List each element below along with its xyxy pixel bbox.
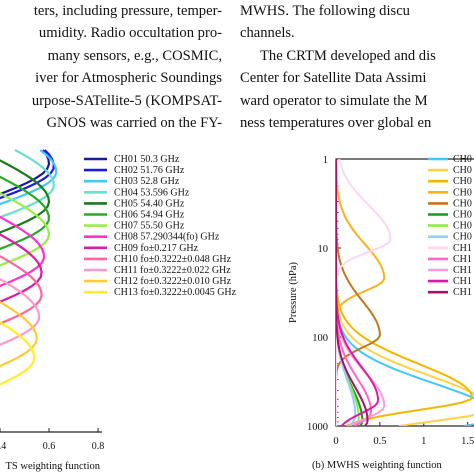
right-text-line: Center for Satellite Data Assimi	[240, 70, 427, 87]
y-tick-label: 1000	[307, 422, 328, 433]
left-text-column: ters, including pressure, temper- umidit…	[0, 0, 222, 134]
x-tick-label: 1	[421, 436, 426, 447]
legend-label: CH13 fo±0.3222±0.0045 GHz	[114, 287, 237, 298]
y-tick-label: 100	[312, 333, 328, 344]
series-line	[336, 159, 357, 426]
left-text-line: umidity. Radio occultation pro-	[38, 25, 222, 42]
legend-label: CH0	[453, 210, 472, 221]
x-axis-label: (b) MWHS weighting function	[312, 460, 443, 471]
series-line	[0, 255, 43, 325]
series-line	[0, 192, 51, 267]
y-tick-label: 10	[318, 244, 329, 255]
series-line	[0, 149, 58, 206]
legend-label: CH02 51.76 GHz	[114, 165, 185, 176]
right-text-line: channels.	[240, 25, 295, 42]
series-line	[336, 159, 392, 426]
left-text-line: GNOS was carried on the FY-	[46, 114, 223, 131]
series-line	[0, 149, 55, 219]
legend-label: CH12 fo±0.3222±0.010 GHz	[114, 276, 232, 287]
legend-label: CH1	[453, 243, 472, 254]
legend-label: CH08 57.290344(fo) GHz	[114, 232, 220, 243]
legend-label: CH1	[453, 287, 472, 298]
y-tick-label: 1	[323, 155, 328, 166]
x-tick-label: 0	[333, 436, 338, 447]
legend-label: CH1	[453, 276, 472, 287]
legend-label: CH0	[453, 221, 472, 232]
plot-area	[336, 159, 474, 426]
left-text-line: urpose-SATellite-5 (KOMPSAT-	[31, 92, 222, 109]
x-tick-label: 0.8	[92, 441, 105, 452]
legend-label: CH0	[453, 232, 472, 243]
right-text-column: MWHS. The following discu channels. The …	[240, 0, 474, 134]
legend-label: CH11 fo±0.3222±0.022 GHz	[114, 265, 231, 276]
right-text-line: ward operator to simulate the M	[240, 92, 428, 109]
legend-label: CH07 55.50 GHz	[114, 221, 185, 232]
legend-label: CH0	[453, 154, 472, 165]
x-tick-label: 0.6	[43, 441, 56, 452]
mwhs-weighting-chart: 1 10 100 1000 0 0.5 1 1.5 Pressure (hPa) (b) MWHS…	[288, 154, 474, 471]
mwts-weighting-chart: 0.4 0.6 0.8 TS weighting function CH01 50.3 …	[0, 149, 237, 472]
legend-label: CH1	[453, 265, 472, 276]
series-line	[336, 159, 369, 426]
x-axis-label: TS weighting function	[6, 461, 101, 472]
y-axis-label: Pressure (hPa)	[288, 262, 299, 323]
legend-label: CH0	[453, 187, 472, 198]
series-line	[0, 233, 43, 303]
series-line	[0, 175, 50, 251]
x-tick-label: 0.5	[373, 436, 386, 447]
right-text-line: ness temperatures over global en	[240, 114, 432, 131]
left-text-line: ters, including pressure, temper-	[33, 3, 222, 19]
legend-label: CH06 54.94 GHz	[114, 210, 185, 221]
legend-label: CH04 53.596 GHz	[114, 187, 190, 198]
legend-label: CH03 52.8 GHz	[114, 176, 180, 187]
legend-label: CH1	[453, 254, 472, 265]
right-text-line: MWHS. The following discu	[240, 3, 410, 19]
x-tick-label: 1.5	[461, 436, 474, 447]
series-line	[336, 159, 386, 426]
left-text-line: iver for Atmospheric Soundings	[35, 70, 222, 87]
legend-label: CH0	[453, 165, 472, 176]
legend-label: CH09 fo±0.217 GHz	[114, 243, 199, 254]
legend-label: CH0	[453, 176, 472, 187]
legend-label: CH05 54.40 GHz	[114, 198, 185, 209]
series-line	[0, 149, 55, 200]
right-text-line: The CRTM developed and dis	[260, 47, 436, 64]
x-tick-label: 0.4	[0, 441, 6, 452]
series-line	[0, 277, 41, 346]
legend-label: CH0	[453, 198, 472, 209]
legend-label: CH01 50.3 GHz	[114, 154, 180, 165]
legend-label: CH10 fo±0.3222±0.048 GHz	[114, 254, 232, 265]
left-text-line: many sensors, e.g., COSMIC,	[47, 47, 222, 64]
series-line	[0, 159, 51, 234]
